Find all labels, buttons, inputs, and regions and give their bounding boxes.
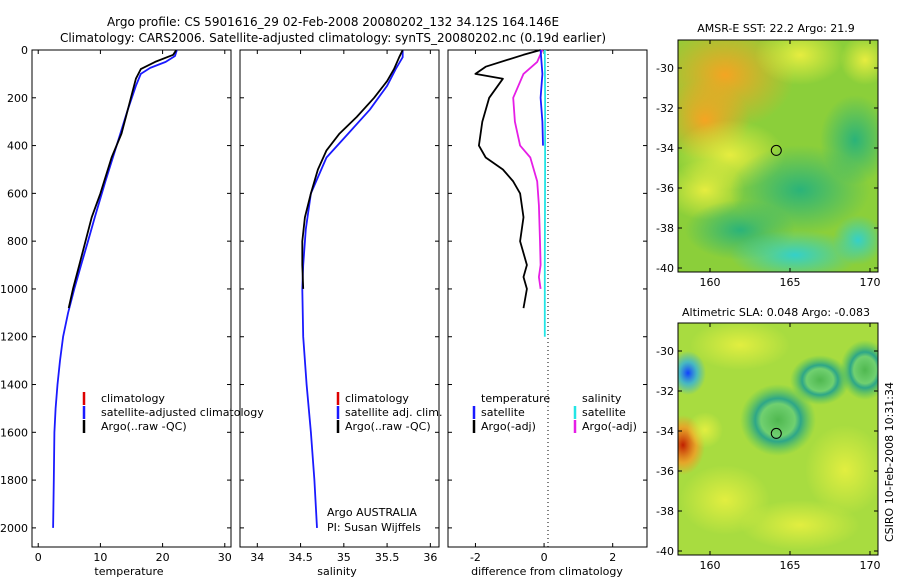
legend-temp-argo-label: Argo(-adj) xyxy=(481,420,536,433)
salinity-axis: 34 34.5 35 35.5 36 xyxy=(250,50,437,564)
lon-tick-label: 165 xyxy=(780,559,801,572)
x-tick-label: 35.5 xyxy=(375,551,400,564)
lat-tick-label: -38 xyxy=(656,222,674,235)
salinity-legend: climatology satellite adj. clim. Argo(..… xyxy=(336,392,442,433)
temperature-axis: 0 10 20 30 xyxy=(35,50,232,564)
depth-tick-label: 0 xyxy=(21,44,28,57)
temperature-legend: climatology satellite-adjusted climatolo… xyxy=(82,392,264,433)
temperature-profiles xyxy=(52,49,178,528)
temperature-panel: 0 200 400 600 800 1000 1200 1400 1600 1800 2000 0 1… xyxy=(0,44,264,578)
legend-temp-satellite-label: satellite xyxy=(481,406,525,419)
salinity-plot-frame xyxy=(239,49,440,548)
legend-argo-label: Argo(..raw -QC) xyxy=(345,420,431,433)
series-line-argo-raw-qc xyxy=(301,49,404,289)
sst-map-axes: 160 165 170 -30 -32 -34 -36 -38 -40 xyxy=(656,40,881,289)
legend-climatology-label: climatology xyxy=(101,392,165,405)
salinity-profiles xyxy=(301,49,404,528)
lat-tick-label: -34 xyxy=(656,142,674,155)
lon-tick-label: 165 xyxy=(780,276,801,289)
x-tick-label: 20 xyxy=(156,551,170,564)
lat-tick-label: -34 xyxy=(656,425,674,438)
figure-subtitle: Climatology: CARS2006. Satellite-adjuste… xyxy=(60,31,606,45)
difference-legend: temperature satellite Argo(-adj) salinit… xyxy=(472,392,637,433)
sst-map-frame xyxy=(677,39,879,273)
sla-map-axes: 160 165 170 -30 -32 -34 -36 -38 -40 xyxy=(656,323,881,572)
depth-tick-label: 1800 xyxy=(0,474,28,487)
series-line-argo-raw-qc xyxy=(67,49,178,309)
depth-tick-label: 200 xyxy=(7,92,28,105)
lat-tick-label: -38 xyxy=(656,505,674,518)
lat-tick-label: -32 xyxy=(656,102,674,115)
x-tick-label: 35 xyxy=(337,551,351,564)
x-tick-label: 10 xyxy=(93,551,107,564)
difference-panel: -2 0 2 difference from climatology tempera… xyxy=(447,49,648,578)
x-tick-label: 34 xyxy=(250,551,264,564)
sst-map-title: AMSR-E SST: 22.2 Argo: 21.9 xyxy=(697,22,855,35)
series-line-temperature-satellite xyxy=(539,49,544,146)
legend-satellite-label: satellite adj. clim. xyxy=(345,406,442,419)
legend-climatology-label: climatology xyxy=(345,392,409,405)
depth-axis: 0 200 400 600 800 1000 1200 1400 1600 1800 2000 xyxy=(0,44,231,535)
temperature-plot-frame xyxy=(31,49,232,548)
x-tick-label: -2 xyxy=(470,551,481,564)
depth-tick-label: 1000 xyxy=(0,283,28,296)
legend-sal-satellite-label: satellite xyxy=(582,406,626,419)
salinity-depth-ticks xyxy=(240,49,439,529)
lon-tick-label: 160 xyxy=(700,559,721,572)
x-tick-label: 30 xyxy=(218,551,232,564)
series-line-satellite-adjusted-climatology xyxy=(52,49,178,528)
argo-position-marker xyxy=(770,427,782,439)
series-line-satellite-adj-clim xyxy=(301,50,404,528)
sla-map-panel: Altimetric SLA: 0.048 Argo: -0.083 160 16… xyxy=(656,306,881,572)
legend-salinity-heading: salinity xyxy=(582,392,622,405)
lon-tick-label: 170 xyxy=(860,559,881,572)
sla-map-frame xyxy=(677,322,879,556)
x-tick-label: 36 xyxy=(423,551,437,564)
attribution-line-1: Argo AUSTRALIA xyxy=(327,506,417,519)
difference-depth-ticks xyxy=(448,49,647,529)
depth-tick-label: 1600 xyxy=(0,426,28,439)
credit-timestamp: CSIRO 10-Feb-2008 10:31:34 xyxy=(883,382,896,542)
figure-title: Argo profile: CS 5901616_29 02-Feb-2008 … xyxy=(107,15,559,29)
x-tick-label: 0 xyxy=(541,551,548,564)
lat-tick-label: -36 xyxy=(656,465,674,478)
legend-sal-argo-label: Argo(-adj) xyxy=(582,420,637,433)
depth-tick-label: 600 xyxy=(7,187,28,200)
depth-tick-label: 1200 xyxy=(0,331,28,344)
sla-map-field xyxy=(678,323,878,555)
lon-tick-label: 170 xyxy=(860,276,881,289)
lon-tick-label: 160 xyxy=(700,276,721,289)
temperature-axis-label: temperature xyxy=(94,565,163,578)
difference-profiles xyxy=(474,49,546,337)
x-tick-label: 0 xyxy=(35,551,42,564)
salinity-panel: 34 34.5 35 35.5 36 salinity climatology sate… xyxy=(239,49,442,578)
sst-map-panel: AMSR-E SST: 22.2 Argo: 21.9 160 165 170 -30… xyxy=(656,22,881,289)
lat-tick-label: -30 xyxy=(656,62,674,75)
attribution-line-2: PI: Susan Wijffels xyxy=(327,521,421,534)
lat-tick-label: -40 xyxy=(656,262,674,275)
lat-tick-label: -30 xyxy=(656,345,674,358)
legend-temperature-heading: temperature xyxy=(481,392,550,405)
depth-tick-label: 1400 xyxy=(0,379,28,392)
legend-satellite-label: satellite-adjusted climatology xyxy=(101,406,264,419)
lat-tick-label: -36 xyxy=(656,182,674,195)
salinity-axis-label: salinity xyxy=(317,565,357,578)
depth-tick-label: 400 xyxy=(7,140,28,153)
difference-axis-label: difference from climatology xyxy=(471,565,623,578)
series-line-salinity-argo-adj xyxy=(512,49,544,290)
lat-tick-label: -32 xyxy=(656,385,674,398)
x-tick-label: 34.5 xyxy=(288,551,313,564)
depth-tick-label: 2000 xyxy=(0,522,28,535)
sla-map-title: Altimetric SLA: 0.048 Argo: -0.083 xyxy=(682,306,870,319)
argo-position-marker xyxy=(770,144,782,156)
depth-tick-label: 800 xyxy=(7,235,28,248)
legend-argo-label: Argo(..raw -QC) xyxy=(101,420,187,433)
lat-tick-label: -40 xyxy=(656,545,674,558)
series-line-temperature-argo-adj xyxy=(474,49,541,309)
x-tick-label: 2 xyxy=(609,551,616,564)
sst-map-field xyxy=(678,40,878,272)
